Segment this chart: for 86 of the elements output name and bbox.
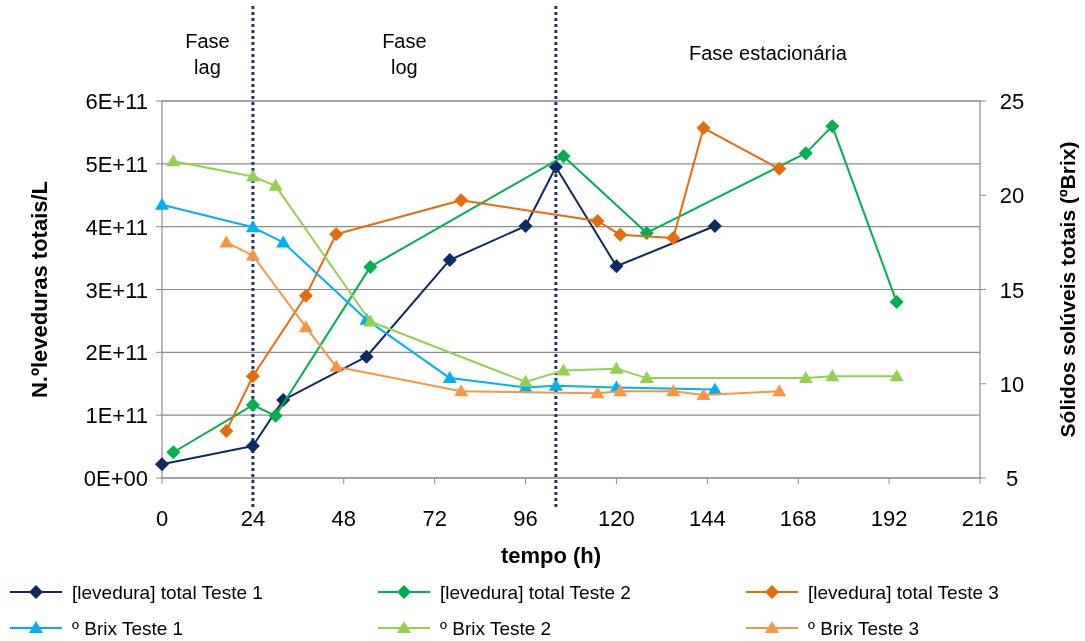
point [454,193,469,208]
y2-tick-label: 15 [999,277,1025,303]
text: Fase estacionária [688,42,848,64]
point [772,161,787,176]
point [245,220,260,233]
y2-tick-label: 5 [1005,466,1019,491]
point [298,288,313,303]
point [798,146,813,161]
x-tick-label: 96 [513,506,538,531]
point [518,374,533,387]
point [772,384,787,397]
point [590,214,605,229]
x-tick-label: 48 [331,506,357,531]
x-tick-label: 120 [598,506,635,531]
point [245,438,260,453]
y-tick-label: 4E+11 [85,214,148,240]
legend-label: [levedura] total Teste 1 [72,582,263,603]
point [556,363,571,376]
y2-tick-label: 20 [999,183,1025,209]
point [442,252,457,267]
point [219,423,234,438]
point [166,154,181,167]
point [166,445,181,460]
point [609,361,624,374]
point [329,359,344,372]
y2-tick-label: 10 [999,371,1025,397]
point [219,235,234,248]
point [696,121,711,136]
point [825,369,840,382]
point [442,371,457,384]
point [155,197,169,210]
point [454,384,469,397]
y-axis-title: N.ºleveduras totais/L [27,180,52,399]
point [245,398,260,413]
y-tick-label: 3E+11 [85,277,148,303]
point [696,388,711,401]
point [245,369,260,384]
point [268,408,283,423]
x-tick-label: 192 [870,506,908,531]
x-tick-label: 168 [779,506,817,531]
x-tick-label: 72 [422,506,447,531]
point [825,119,840,134]
x-axis-title: tempo (h) [500,543,602,568]
point [548,159,563,174]
legend-label: º Brix Teste 3 [808,618,920,639]
y2-axis-title: Sólidos solúveis totais (ºBrix) [1056,141,1079,438]
point [590,386,605,399]
point [363,259,378,274]
point [889,369,904,382]
point [155,457,169,472]
point [518,219,533,234]
point [359,349,374,364]
y-tick-label: 6E+11 [85,89,148,114]
x-tick-label: 24 [240,506,266,531]
point [666,384,681,397]
point [798,371,813,384]
point [363,314,378,327]
point [268,178,283,191]
point [613,227,628,242]
text: Fase log [382,30,427,78]
y-tick-label: 1E+11 [85,403,148,429]
x-tick-label: 0 [155,506,169,531]
text: Fase lag [185,30,230,78]
point [329,227,344,242]
point [276,235,291,248]
point [609,259,624,274]
x-tick-label: 216 [961,506,999,531]
legend-label: º Brix Teste 1 [72,618,184,639]
point [548,378,563,391]
y-tick-label: 5E+11 [85,151,148,177]
legend-label: [levedura] total Teste 2 [440,582,631,603]
point [556,149,571,164]
y-tick-label: 0E+00 [83,466,148,491]
point [889,295,904,310]
point [707,219,722,234]
point [613,384,628,397]
point [298,320,313,333]
y-tick-label: 2E+11 [85,340,148,366]
point [245,169,260,182]
point [666,230,681,245]
y2-tick-label: 25 [999,89,1025,114]
point [639,371,654,384]
x-tick-label: 144 [688,506,726,531]
point [245,248,260,261]
legend-label: [levedura] total Teste 3 [808,582,999,603]
legend-label: º Brix Teste 2 [440,618,552,639]
